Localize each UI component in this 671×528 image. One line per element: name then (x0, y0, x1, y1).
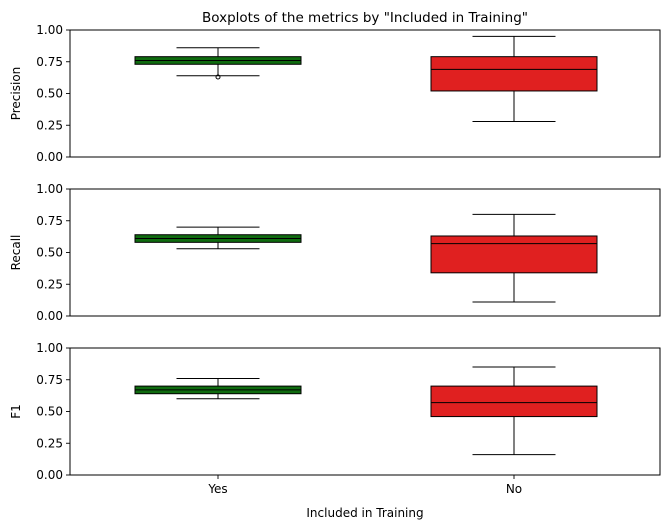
x-tick-label-no: No (506, 482, 522, 496)
y-tick-label: 1.00 (36, 182, 63, 196)
y-tick-label: 0.50 (36, 87, 63, 101)
box-yes (134, 377, 302, 400)
y-tick-label: 0.75 (36, 373, 63, 387)
y-tick-label: 0.50 (36, 246, 63, 260)
y-tick-label: 0.25 (36, 118, 63, 132)
box-no (430, 213, 598, 303)
y-tick-label: 0.25 (36, 277, 63, 291)
panels: 0.00 0.25 0.50 0.75 1.00 Precision 0.00 0.25 0.5… (9, 23, 661, 496)
panel-f1: 0.00 0.25 0.50 0.75 1.00 F1 Yes No (9, 341, 661, 496)
box-no (430, 35, 598, 122)
outlier-point (215, 74, 221, 80)
y-axis-label: Recall (9, 235, 23, 271)
y-tick-label: 0.00 (36, 150, 63, 164)
y-axis-label: F1 (9, 404, 23, 419)
y-tick-label: 1.00 (36, 341, 63, 355)
box-iqr (430, 385, 598, 418)
y-axis-label: Precision (9, 67, 23, 121)
panel-recall: 0.00 0.25 0.50 0.75 1.00 Recall (9, 182, 661, 323)
y-tick-label: 0.00 (36, 468, 63, 482)
chart-title: Boxplots of the metrics by "Included in … (202, 10, 528, 26)
y-tick-label: 0.00 (36, 309, 63, 323)
box-iqr (430, 56, 598, 92)
y-tick-label: 0.75 (36, 214, 63, 228)
box-yes (134, 226, 302, 250)
panel-frame (69, 347, 661, 476)
y-tick-label: 0.25 (36, 436, 63, 450)
x-axis-label: Included in Training (306, 506, 423, 520)
panel-frame (69, 29, 661, 158)
box-no (430, 366, 598, 456)
y-tick-label: 1.00 (36, 23, 63, 37)
panel-precision: 0.00 0.25 0.50 0.75 1.00 Precision (9, 23, 661, 164)
y-tick-label: 0.50 (36, 405, 63, 419)
box-yes (134, 47, 302, 80)
y-tick-label: 0.75 (36, 55, 63, 69)
box-iqr (430, 235, 598, 274)
x-tick-label-yes: Yes (207, 482, 227, 496)
panel-frame (69, 188, 661, 317)
